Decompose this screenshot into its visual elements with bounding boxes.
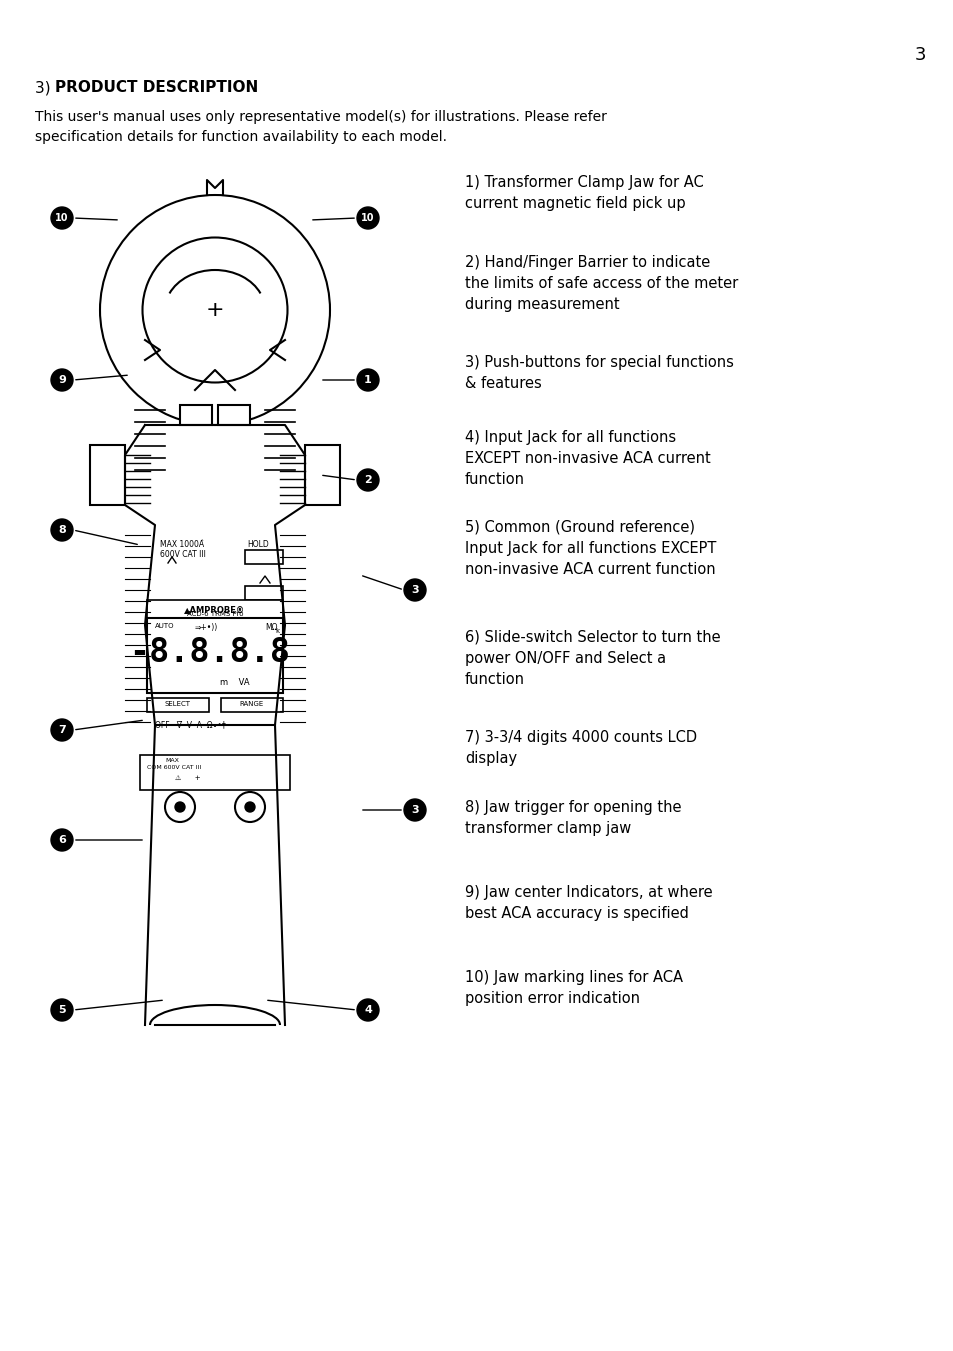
Text: 2: 2 (364, 476, 372, 485)
FancyBboxPatch shape (140, 755, 290, 790)
Text: COM 600V CAT III: COM 600V CAT III (147, 765, 201, 770)
Text: m    VA: m VA (220, 678, 250, 688)
Text: 6) Slide-switch Selector to turn the
power ON/OFF and Select a
function: 6) Slide-switch Selector to turn the pow… (464, 630, 720, 688)
Text: 1) Transformer Clamp Jaw for AC
current magnetic field pick up: 1) Transformer Clamp Jaw for AC current … (464, 176, 703, 211)
Text: OFF   V̅  V  A  Ω∙•†: OFF V̅ V A Ω∙•† (154, 720, 226, 730)
Text: 3) Push-buttons for special functions
& features: 3) Push-buttons for special functions & … (464, 355, 733, 390)
Text: ACD-6 TRMS Pro: ACD-6 TRMS Pro (187, 611, 243, 617)
Text: MΩ: MΩ (265, 623, 277, 632)
Text: 4) Input Jack for all functions
EXCEPT non-invasive ACA current
function: 4) Input Jack for all functions EXCEPT n… (464, 430, 710, 486)
FancyBboxPatch shape (245, 586, 283, 600)
Text: 8: 8 (58, 526, 66, 535)
Text: 8) Jaw trigger for opening the
transformer clamp jaw: 8) Jaw trigger for opening the transform… (464, 800, 680, 836)
Circle shape (356, 469, 378, 490)
Circle shape (51, 207, 73, 230)
Text: 4: 4 (364, 1005, 372, 1015)
Text: AUTO: AUTO (154, 623, 174, 630)
Circle shape (403, 798, 426, 821)
Text: 5) Common (Ground reference)
Input Jack for all functions EXCEPT
non-invasive AC: 5) Common (Ground reference) Input Jack … (464, 520, 716, 577)
Circle shape (174, 802, 185, 812)
FancyBboxPatch shape (147, 600, 283, 617)
Text: 600V CAT III: 600V CAT III (160, 550, 206, 559)
Text: RANGE: RANGE (239, 701, 264, 707)
Text: 5: 5 (58, 1005, 66, 1015)
FancyBboxPatch shape (221, 698, 283, 712)
Circle shape (51, 369, 73, 390)
Text: -8.8.8.8: -8.8.8.8 (130, 636, 291, 669)
FancyBboxPatch shape (180, 405, 212, 426)
Text: 1: 1 (364, 376, 372, 385)
Text: This user's manual uses only representative model(s) for illustrations. Please r: This user's manual uses only representat… (35, 109, 606, 143)
FancyBboxPatch shape (245, 550, 283, 563)
Text: 10: 10 (361, 213, 375, 223)
Circle shape (245, 802, 254, 812)
Text: 10) Jaw marking lines for ACA
position error indication: 10) Jaw marking lines for ACA position e… (464, 970, 682, 1006)
Circle shape (51, 998, 73, 1021)
Text: k: k (274, 628, 279, 634)
Text: HOLD: HOLD (247, 540, 269, 549)
Text: 9) Jaw center Indicators, at where
best ACA accuracy is specified: 9) Jaw center Indicators, at where best … (464, 885, 712, 921)
FancyBboxPatch shape (305, 444, 339, 505)
Text: 3: 3 (411, 585, 418, 594)
Circle shape (51, 719, 73, 740)
Text: 9: 9 (58, 376, 66, 385)
Text: 7: 7 (58, 725, 66, 735)
Text: 6: 6 (58, 835, 66, 844)
Circle shape (51, 830, 73, 851)
Text: 3: 3 (913, 46, 924, 63)
Text: ⇒+•)): ⇒+•)) (194, 623, 218, 632)
Circle shape (356, 207, 378, 230)
Text: 3): 3) (35, 81, 55, 96)
Text: SELECT: SELECT (165, 701, 191, 707)
Text: 3: 3 (411, 805, 418, 815)
Circle shape (356, 369, 378, 390)
FancyBboxPatch shape (147, 617, 283, 693)
FancyBboxPatch shape (90, 444, 125, 505)
FancyBboxPatch shape (218, 405, 250, 426)
FancyBboxPatch shape (147, 698, 209, 712)
Circle shape (403, 580, 426, 601)
Text: 2) Hand/Finger Barrier to indicate
the limits of safe access of the meter
during: 2) Hand/Finger Barrier to indicate the l… (464, 255, 738, 312)
Text: MAX: MAX (165, 758, 178, 763)
Text: ⚠      +: ⚠ + (174, 775, 200, 781)
Text: MAX 1000Â: MAX 1000Â (160, 540, 204, 549)
Text: 10: 10 (55, 213, 69, 223)
Circle shape (51, 519, 73, 540)
Text: PRODUCT DESCRIPTION: PRODUCT DESCRIPTION (55, 81, 258, 96)
Text: +: + (206, 300, 224, 320)
Circle shape (356, 998, 378, 1021)
Text: 7) 3-3/4 digits 4000 counts LCD
display: 7) 3-3/4 digits 4000 counts LCD display (464, 730, 697, 766)
Text: ▲AMPROBE®: ▲AMPROBE® (184, 605, 245, 613)
